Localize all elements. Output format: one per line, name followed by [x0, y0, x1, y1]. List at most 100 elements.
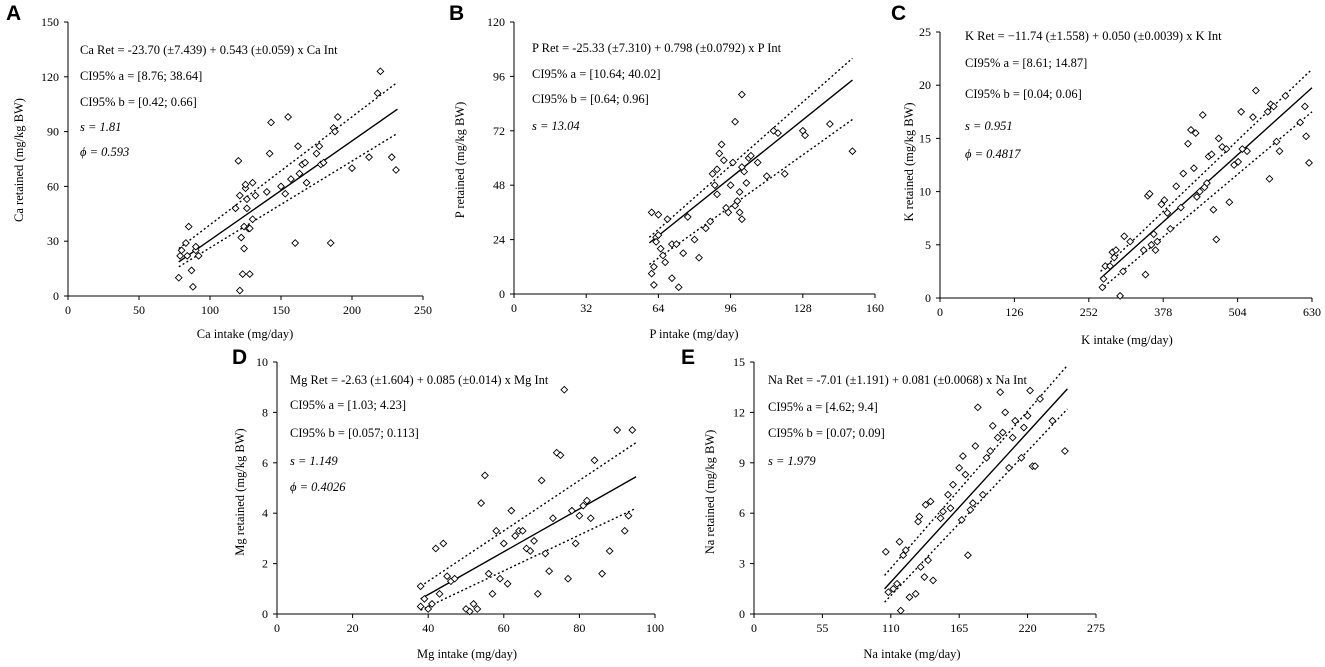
x-tick-label: 630 [1303, 305, 1321, 319]
y-tick-label: 24 [493, 233, 505, 247]
data-point [1184, 139, 1192, 148]
data-point [1112, 246, 1120, 255]
data-point [319, 158, 328, 167]
data-point [435, 589, 444, 598]
data-point [1202, 179, 1211, 188]
equation-text: P Ret = -25.33 (±7.310) + 0.798 (±0.0792… [532, 41, 782, 55]
data-point [1172, 182, 1181, 191]
data-point [242, 204, 251, 213]
y-axis-label: Mg retained (mg/kg BW) [233, 428, 247, 555]
data-point [1266, 100, 1275, 109]
data-point [663, 215, 672, 224]
data-point [242, 195, 251, 204]
data-point [1218, 142, 1227, 151]
data-point [971, 442, 980, 450]
data-point [647, 208, 656, 217]
data-point [717, 140, 726, 149]
data-point [1214, 134, 1223, 143]
x-tick-label: 50 [133, 303, 145, 317]
x-tick-label: 100 [201, 303, 219, 317]
ci-lower-line [648, 118, 853, 266]
x-tick-label: 80 [573, 621, 585, 635]
data-point [240, 222, 249, 231]
data-point [1207, 150, 1216, 159]
data-point [503, 579, 512, 588]
data-point [1110, 253, 1119, 262]
y-tick-label: 120 [41, 70, 59, 84]
data-point [416, 582, 425, 591]
s-text: s = 1.81 [80, 120, 121, 134]
data-point [605, 547, 614, 555]
x-tick-label: 200 [343, 303, 361, 317]
data-point [1195, 187, 1204, 196]
data-point [753, 158, 762, 167]
y-tick-label: 0 [739, 607, 745, 621]
data-point [484, 569, 493, 578]
data-point [1300, 102, 1309, 111]
data-point [267, 118, 275, 127]
data-point [973, 403, 982, 412]
x-tick-label: 250 [414, 303, 432, 317]
x-tick-label: 40 [422, 621, 434, 635]
data-point [939, 507, 947, 516]
x-tick-label: 64 [652, 301, 664, 315]
regression-line [648, 79, 853, 244]
y-tick-label: 0 [925, 291, 931, 305]
data-point [387, 153, 396, 162]
x-tick-label: 504 [1229, 305, 1247, 319]
plot-area: 0 126 252 378 504 630 0 5 10 15 20 25 [919, 25, 1321, 319]
data-point [881, 547, 890, 556]
data-point [735, 188, 744, 196]
data-point [1099, 274, 1108, 283]
data-point [899, 551, 908, 560]
data-point [189, 282, 197, 291]
y-tick-label: 60 [47, 179, 59, 193]
ci-a-text: CI95% a = [10.64; 40.02] [532, 67, 661, 81]
data-point [993, 433, 1002, 442]
data-point [530, 536, 538, 545]
data-point [579, 501, 588, 510]
data-point [473, 605, 482, 613]
data-point [1023, 411, 1032, 420]
data-point [245, 224, 254, 233]
data-point [302, 178, 311, 187]
data-point [1249, 113, 1257, 122]
data-point [187, 266, 196, 275]
phi-text: ϕ = 0.4817 [965, 147, 1021, 161]
data-point [231, 204, 240, 213]
data-point [1120, 232, 1129, 241]
data-point [1008, 433, 1017, 442]
x-tick-label: 20 [347, 621, 359, 635]
data-point [1048, 416, 1057, 425]
y-tick-label: 120 [487, 15, 505, 29]
data-point [1305, 158, 1313, 167]
phi-text: ϕ = 0.593 [80, 145, 129, 159]
phi-text: ϕ = 0.4026 [290, 480, 346, 494]
data-point [251, 191, 260, 200]
data-point [511, 531, 520, 540]
data-point [728, 158, 737, 167]
data-point [896, 606, 905, 615]
data-point [955, 463, 964, 472]
panel-letter: B [449, 2, 464, 25]
data-point [1212, 235, 1221, 244]
data-point [982, 453, 991, 462]
data-point [1179, 169, 1188, 178]
data-point [281, 189, 290, 198]
data-point [284, 113, 293, 121]
data-point [315, 142, 324, 151]
y-tick-label: 0 [53, 289, 59, 303]
data-point [656, 244, 665, 253]
data-point [737, 90, 746, 99]
data-point [1139, 246, 1148, 255]
data-point [949, 480, 957, 489]
y-tick-label: 20 [919, 78, 931, 92]
data-point [654, 231, 663, 240]
data-point [248, 178, 257, 187]
data-point [695, 253, 703, 262]
data-point [1189, 164, 1198, 173]
data-point [652, 237, 661, 246]
data-point [1166, 224, 1175, 233]
y-tick-label: 0 [499, 287, 505, 301]
data-point [376, 67, 385, 76]
